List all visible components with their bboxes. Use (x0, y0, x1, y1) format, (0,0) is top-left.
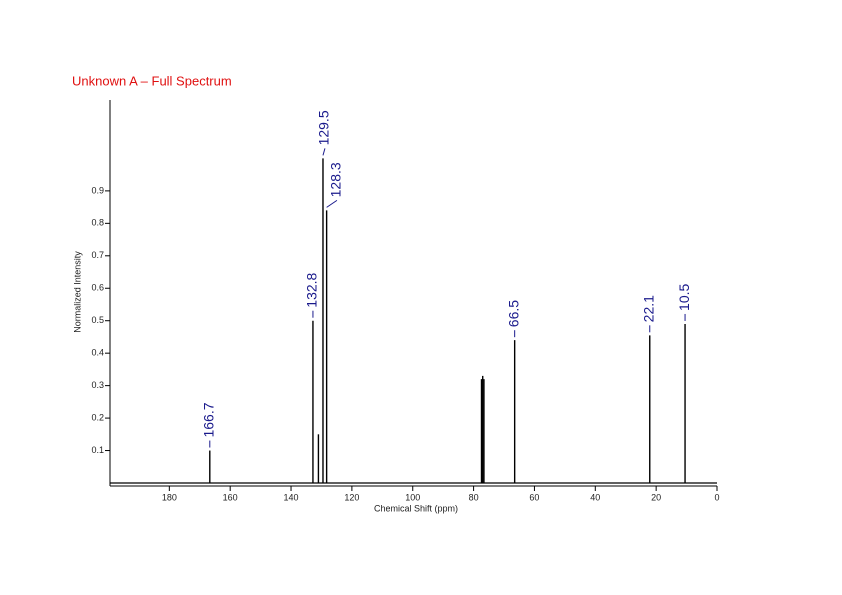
y-tick-label: 0.7 (91, 250, 104, 260)
y-tick-label: 0.3 (91, 380, 104, 390)
x-tick-label: 160 (223, 492, 238, 502)
y-axis-label: Normalized Intensity (72, 251, 82, 333)
x-tick-label: 20 (651, 492, 661, 502)
x-tick-label: 40 (590, 492, 600, 502)
peak-annotation: 132.8 (304, 272, 320, 307)
peak-annotation: 22.1 (640, 295, 656, 322)
y-tick-label: 0.6 (91, 283, 104, 293)
annotation-leader (326, 199, 338, 208)
x-tick-label: 120 (344, 492, 359, 502)
peak-annotation: 10.5 (676, 283, 692, 310)
x-tick-label: 0 (714, 492, 719, 502)
peak-annotation: 66.5 (505, 300, 521, 327)
chart-title: Unknown A – Full Spectrum (72, 73, 232, 88)
x-tick-label: 140 (284, 492, 299, 502)
peak-annotation: 128.3 (328, 162, 344, 197)
y-tick-label: 0.2 (91, 412, 104, 422)
x-axis-label: Chemical Shift (ppm) (374, 503, 458, 513)
x-tick-label: 180 (162, 492, 177, 502)
y-tick-label: 0.8 (91, 218, 104, 228)
y-tick-label: 0.4 (91, 348, 104, 358)
y-tick-label: 0.5 (91, 315, 104, 325)
y-tick-label: 0.9 (91, 185, 104, 195)
peak-annotation: 129.5 (316, 110, 332, 145)
annotation-leader (322, 148, 326, 156)
x-tick-label: 60 (529, 492, 539, 502)
x-tick-label: 100 (405, 492, 420, 502)
x-tick-label: 80 (469, 492, 479, 502)
peak-annotation: 166.7 (201, 402, 217, 437)
y-tick-label: 0.1 (91, 445, 104, 455)
